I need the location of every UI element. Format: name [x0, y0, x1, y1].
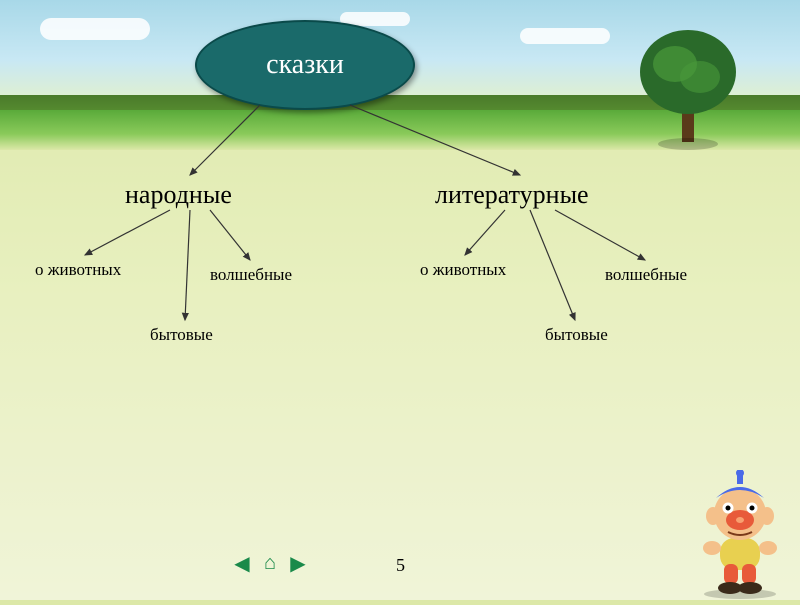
level2-node: о животных: [420, 260, 506, 280]
next-icon: ▶: [290, 551, 305, 576]
level2-node: бытовые: [150, 325, 213, 345]
level1-node: народные: [125, 180, 232, 210]
cloud: [520, 28, 610, 44]
level2-node: о животных: [35, 260, 121, 280]
level2-node: бытовые: [545, 325, 608, 345]
level2-node: волшебные: [605, 265, 687, 285]
tree-decoration: [630, 22, 750, 157]
cloud: [40, 18, 150, 40]
root-node: сказки: [195, 20, 415, 110]
prev-button[interactable]: ◀: [230, 552, 254, 574]
cartoon-character: [680, 470, 800, 605]
root-label: сказки: [266, 49, 344, 81]
level1-node: литературные: [435, 180, 589, 210]
level2-node: волшебные: [210, 265, 292, 285]
home-button[interactable]: ⌂: [258, 552, 282, 574]
home-icon: ⌂: [264, 552, 276, 575]
page-number: 5: [396, 555, 405, 576]
navigation-controls: ◀ ⌂ ▶: [230, 552, 310, 574]
prev-icon: ◀: [234, 551, 249, 576]
next-button[interactable]: ▶: [286, 552, 310, 574]
